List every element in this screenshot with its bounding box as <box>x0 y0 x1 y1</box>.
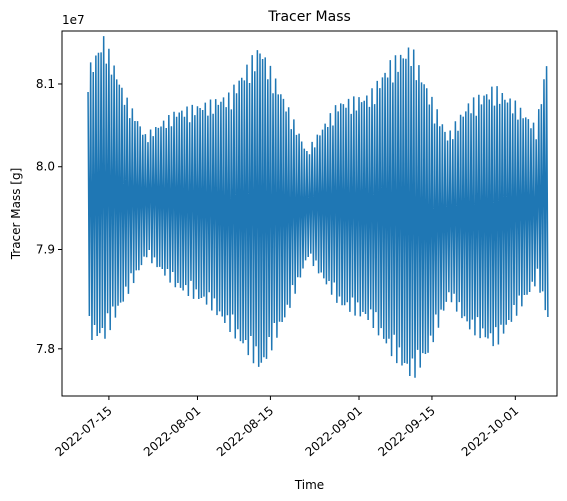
y-tick-label: 7.9 <box>36 243 55 257</box>
x-tick-label: 2022-08-15 <box>214 404 276 460</box>
y-axis-title: Tracer Mass [g] <box>9 168 23 261</box>
chart-title: Tracer Mass <box>267 9 351 25</box>
x-tick-label: 2022-09-15 <box>375 404 437 460</box>
x-axis-title: Time <box>294 478 324 492</box>
y-offset-label: 1e7 <box>62 13 85 27</box>
y-tick-label: 8.0 <box>36 160 55 174</box>
y-tick-label: 8.1 <box>36 77 55 91</box>
y-tick-label: 7.8 <box>36 342 55 356</box>
series-line-0 <box>88 36 548 378</box>
x-tick-label: 2022-08-01 <box>141 404 203 460</box>
x-tick-label: 2022-10-01 <box>459 404 521 460</box>
x-tick-label: 2022-07-15 <box>52 404 114 460</box>
x-tick-label: 2022-09-01 <box>302 404 364 460</box>
